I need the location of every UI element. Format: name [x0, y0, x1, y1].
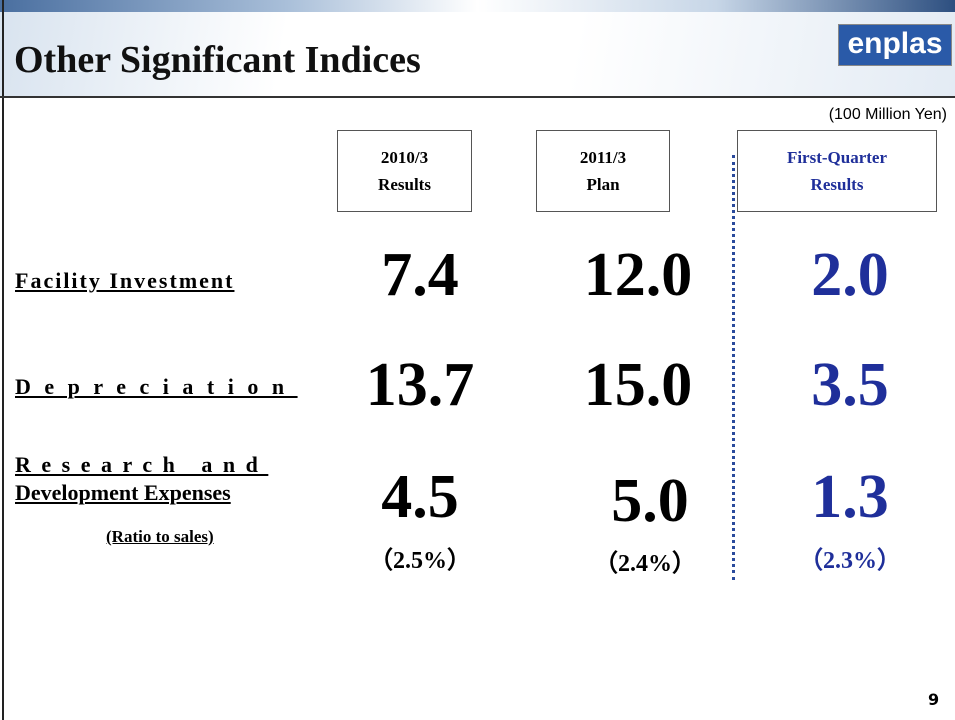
ratio: （2.3%）	[799, 548, 901, 574]
page-number: 9	[928, 690, 940, 709]
row-label: Development Expenses	[15, 480, 231, 505]
logo: enplas	[838, 24, 952, 66]
header-line: Results	[810, 175, 864, 194]
ratio: （2.4%）	[594, 551, 696, 577]
header-line: 2011/3	[579, 148, 627, 167]
divider	[732, 155, 735, 580]
value: 5.0	[611, 467, 689, 535]
value: 2.0	[811, 241, 889, 309]
title-bar	[0, 0, 955, 97]
header-line: 2010/3	[380, 148, 429, 167]
header-line: First-Quarter	[786, 148, 888, 167]
value: 13.7	[365, 351, 475, 419]
row-label: Research and	[15, 452, 269, 477]
row-label: Depreciation	[15, 374, 298, 399]
header-line: Results	[378, 175, 431, 194]
frame-left	[2, 0, 4, 720]
column-header: 2011/3 Plan	[536, 130, 670, 212]
column-header: First-Quarter Results	[737, 130, 937, 212]
value: 7.4	[381, 241, 459, 309]
row-label: Facility Investment	[15, 268, 235, 293]
value: 3.5	[811, 351, 889, 419]
ratio: （2.5%）	[369, 548, 471, 574]
row-sublabel: (Ratio to sales)	[106, 527, 214, 546]
unit: (100 Million Yen)	[828, 106, 947, 123]
value: 12.0	[583, 241, 693, 309]
value: 15.0	[583, 351, 693, 419]
title: Other Significant Indices	[14, 39, 421, 81]
value: 4.5	[381, 463, 459, 531]
column-header: 2010/3 Results	[337, 130, 472, 212]
value: 1.3	[811, 463, 889, 531]
title-rule	[0, 96, 955, 98]
header-line: Plan	[586, 175, 620, 194]
title-stripe	[0, 0, 955, 12]
